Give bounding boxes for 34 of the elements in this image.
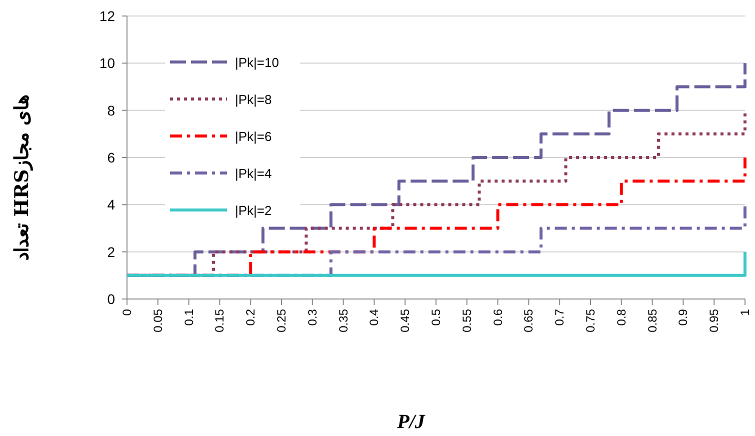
legend-label: |Pk|=2: [235, 203, 272, 218]
x-tick-label: 0.35: [336, 308, 350, 332]
x-tick-label: 0.55: [460, 308, 474, 332]
x-tick-label: 0: [120, 308, 134, 316]
y-tick-label: 10: [99, 55, 116, 72]
x-tick-label: 0.3: [305, 308, 320, 326]
x-tick-label: 0.15: [212, 308, 227, 332]
legend-label: |Pk|=8: [235, 92, 272, 107]
legend-label: |Pk|=6: [235, 129, 272, 144]
y-axis-title: تعداد HRSهای مجاز: [11, 94, 33, 260]
x-tick-label: 0.2: [244, 308, 258, 326]
x-tick-label: 0.5: [429, 308, 443, 326]
x-tick-label: 0.25: [274, 308, 288, 332]
x-tick-label: 0.45: [398, 308, 412, 332]
x-tick-label: 1: [738, 308, 752, 316]
x-tick-label: 0.7: [552, 308, 567, 326]
legend-label: |Pk|=10: [235, 55, 279, 70]
x-tick-label: 0.9: [676, 308, 690, 326]
y-tick-label: 12: [99, 8, 116, 24]
x-tick-label: 0.4: [367, 308, 382, 326]
x-tick-label: 0.75: [584, 308, 598, 332]
legend-label: |Pk|=4: [235, 166, 272, 181]
y-tick-label: 2: [107, 244, 116, 260]
x-tick-label: 0.85: [645, 308, 660, 332]
x-tick-label: 0.6: [490, 308, 505, 326]
x-tick-label: 0.95: [707, 308, 722, 332]
y-tick-label: 8: [107, 102, 116, 118]
y-tick-label: 4: [107, 196, 116, 213]
x-tick-label: 0.65: [522, 308, 536, 332]
x-tick-label: 0.1: [182, 308, 196, 326]
x-tick-label: 0.8: [614, 308, 628, 326]
y-tick-label: 6: [107, 150, 116, 166]
x-tick-label: 0.05: [150, 308, 165, 332]
x-axis-title: P/J: [396, 411, 426, 433]
